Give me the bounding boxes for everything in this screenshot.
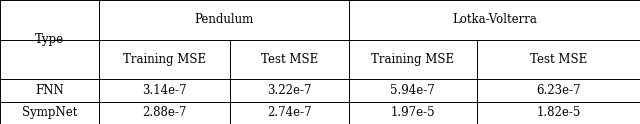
Text: SympNet: SympNet: [22, 106, 77, 119]
Text: 2.74e-7: 2.74e-7: [268, 106, 312, 119]
Text: 3.22e-7: 3.22e-7: [268, 84, 312, 97]
Text: Training MSE: Training MSE: [124, 53, 206, 66]
Text: 5.94e-7: 5.94e-7: [390, 84, 435, 97]
Text: 3.14e-7: 3.14e-7: [143, 84, 187, 97]
Text: FNN: FNN: [35, 84, 64, 97]
Text: 2.88e-7: 2.88e-7: [143, 106, 187, 119]
Text: 1.82e-5: 1.82e-5: [536, 106, 580, 119]
Text: 6.23e-7: 6.23e-7: [536, 84, 580, 97]
Text: Type: Type: [35, 33, 64, 46]
Text: Pendulum: Pendulum: [195, 13, 253, 26]
Text: 1.97e-5: 1.97e-5: [390, 106, 435, 119]
Text: Training MSE: Training MSE: [371, 53, 454, 66]
Text: Test MSE: Test MSE: [261, 53, 318, 66]
Text: Test MSE: Test MSE: [530, 53, 587, 66]
Text: Lotka-Volterra: Lotka-Volterra: [452, 13, 537, 26]
